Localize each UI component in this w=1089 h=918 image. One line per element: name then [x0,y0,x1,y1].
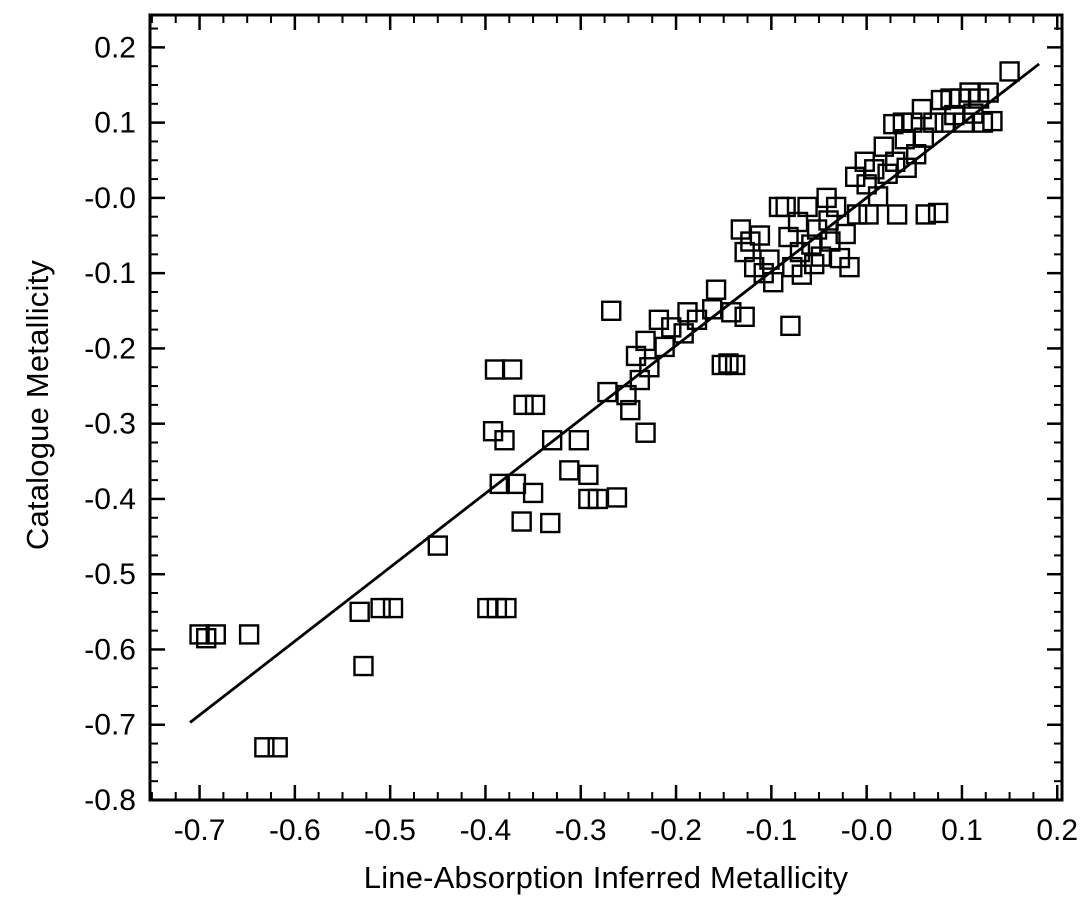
data-point-marker [825,196,847,218]
data-point-marker [724,354,746,376]
data-point-marker [780,315,801,337]
y-tick-label: -0.2 [84,332,136,365]
data-point-marker [541,430,563,451]
data-point-marker [578,464,599,486]
data-point-marker [267,737,288,758]
data-point-marker [759,249,780,270]
data-point-marker [189,624,210,645]
y-tick-label: 0.2 [94,31,136,64]
y-tick-label: -0.0 [84,182,136,215]
data-point-marker [648,309,670,331]
data-point-marker [885,151,906,172]
data-point-marker [915,204,936,225]
data-point-marker [873,136,894,157]
data-point-marker [718,353,739,374]
data-point-marker [501,359,523,380]
x-axis-label: Line-Absorption Inferred Metallicity [363,860,849,895]
data-point-marker [484,359,506,380]
data-point-marker [858,204,879,225]
data-point-marker [349,601,370,623]
data-point-marker [540,512,561,534]
y-tick-label: -0.1 [84,257,136,290]
data-point-marker [661,317,682,338]
data-point-marker [749,225,771,246]
data-point-marker [734,306,755,328]
data-point-marker [839,256,860,278]
data-point-marker [856,174,877,195]
data-point-marker [513,394,534,416]
y-axis-ticks: 0.2 0.1 -0.0 -0.1 -0.2 -0.3 -0.4 -0.5 -0.6 -0.7 -0… [84,31,1062,817]
data-point-marker [353,655,374,677]
x-tick-label: -0.2 [650,814,702,847]
y-tick-label: 0.1 [94,107,136,140]
y-tick-label: -0.4 [84,483,136,516]
x-tick-label: 0.1 [941,814,983,847]
x-tick-label: -0.0 [841,814,893,847]
data-point-marker [427,535,448,556]
x-tick-label: -0.6 [269,814,321,847]
data-point-marker [886,204,908,225]
x-tick-label: -0.1 [745,814,797,847]
data-point-marker [846,204,868,225]
plot-frame [148,13,1064,802]
data-point-marker [711,354,732,376]
y-axis-label: Catalogue Metallicity [20,259,55,551]
data-point-marker [616,384,637,406]
y-tick-label: -0.5 [84,558,136,591]
x-tick-label: -0.7 [174,814,226,847]
x-tick-label: -0.3 [555,814,607,847]
y-tick-label: -0.8 [84,784,136,817]
data-point-marker [489,473,510,495]
data-point-marker [982,110,1003,132]
fit-line [189,62,1040,724]
data-point-marker [606,487,628,508]
data-point-marker [511,511,532,532]
data-point-marker [905,144,927,165]
data-point-marker [524,394,546,416]
y-tick-label: -0.6 [84,633,136,666]
data-point-marker [927,202,949,224]
data-point-marker [382,597,404,619]
data-point-marker [835,223,856,245]
data-point-marker [999,61,1020,82]
data-point-marker [254,737,275,758]
data-point-marker [620,399,641,421]
data-point-marker [635,422,656,443]
data-point-marker [775,196,796,218]
data-point-marker [639,357,660,378]
data-point-marker [789,241,811,263]
data-point-marker [763,271,784,293]
data-point-marker [768,196,790,218]
data-point-marker [864,159,885,180]
data-point-marker [522,482,544,504]
y-tick-label: -0.7 [84,709,136,742]
data-point-marker [601,300,622,321]
data-point-marker [705,279,727,300]
data-point-marker [370,597,391,619]
data-point-marker [804,253,825,275]
data-point-marker [205,624,226,645]
x-axis-ticks: -0.7 -0.6 -0.5 -0.4 -0.3 -0.2 -0.1 -0.0 0.1 0.2 [174,15,1078,847]
data-point-marker [559,460,580,481]
data-point-marker [496,597,517,619]
data-point-marker [568,430,590,451]
x-tick-label: -0.5 [364,814,416,847]
x-tick-label: -0.4 [460,814,512,847]
x-tick-label: 0.2 [1036,814,1078,847]
data-point-marker [494,430,515,451]
data-point-marker [238,624,260,645]
data-point-marker [923,112,944,133]
data-points [189,61,1020,758]
data-point-marker [791,264,813,285]
y-tick-label: -0.3 [84,408,136,441]
